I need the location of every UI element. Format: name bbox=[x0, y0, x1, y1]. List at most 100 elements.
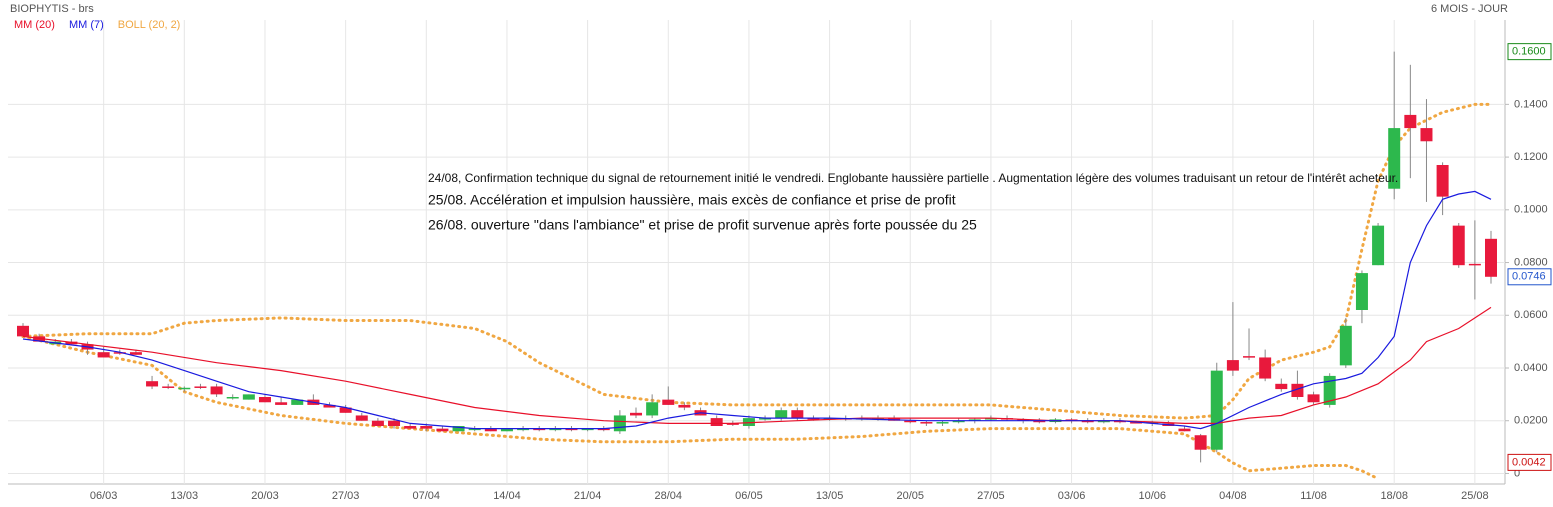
candle-body bbox=[1307, 394, 1320, 403]
candle-body bbox=[436, 428, 449, 432]
candle-body bbox=[1243, 356, 1256, 358]
candle-body bbox=[226, 397, 239, 399]
y-tick-label: 0.1000 bbox=[1514, 204, 1548, 216]
x-tick-label: 27/05 bbox=[977, 490, 1005, 502]
candle-body bbox=[517, 428, 530, 431]
candle-body bbox=[162, 386, 175, 388]
candle-body bbox=[194, 386, 207, 388]
candle-body bbox=[565, 428, 578, 431]
candle-body bbox=[420, 426, 433, 429]
candle-body bbox=[1210, 370, 1223, 450]
candle-body bbox=[1194, 435, 1207, 450]
candle-body bbox=[1097, 420, 1110, 423]
candle-body bbox=[468, 428, 481, 431]
candle-body bbox=[984, 418, 997, 420]
candle-body bbox=[1436, 165, 1449, 197]
bollinger-lower bbox=[21, 334, 1380, 481]
candle-body bbox=[17, 325, 29, 337]
annotation: 26/08. ouverture "dans l'ambiance" et pr… bbox=[428, 217, 977, 233]
x-tick-label: 07/04 bbox=[413, 490, 441, 502]
candle-body bbox=[1113, 420, 1126, 423]
candle-body bbox=[1178, 428, 1191, 432]
candle-body bbox=[97, 352, 110, 358]
moving-average bbox=[22, 306, 1492, 424]
candle-body bbox=[1372, 225, 1385, 266]
candle-body bbox=[533, 428, 546, 431]
x-tick-label: 27/03 bbox=[332, 490, 360, 502]
candle-body bbox=[646, 402, 659, 416]
candle-body bbox=[1355, 273, 1368, 310]
x-tick-label: 13/03 bbox=[171, 490, 199, 502]
candle-body bbox=[210, 386, 223, 395]
y-tick-label: 0.0600 bbox=[1514, 309, 1548, 321]
candle-body bbox=[323, 404, 336, 408]
candle-body bbox=[581, 428, 594, 431]
candle-body bbox=[113, 352, 126, 354]
candle-body bbox=[742, 418, 755, 426]
x-tick-label: 20/05 bbox=[896, 490, 924, 502]
candle-body bbox=[339, 407, 352, 413]
candle-body bbox=[1081, 420, 1094, 423]
annotation: 25/08. Accélération et impulsion haussiè… bbox=[428, 192, 956, 208]
x-tick-label: 10/06 bbox=[1138, 490, 1166, 502]
candle-body bbox=[678, 404, 691, 408]
x-tick-label: 21/04 bbox=[574, 490, 602, 502]
price-marker bbox=[1507, 43, 1552, 61]
candle-body bbox=[1485, 238, 1497, 277]
candle-body bbox=[146, 381, 159, 387]
candle-body bbox=[129, 352, 142, 355]
candle-body bbox=[178, 387, 191, 390]
candle-body bbox=[759, 418, 772, 420]
candle-body bbox=[1259, 357, 1272, 379]
candle-body bbox=[1323, 375, 1336, 405]
candle-body bbox=[662, 399, 675, 405]
candle-body bbox=[549, 428, 562, 431]
y-tick-label: 0.0200 bbox=[1514, 415, 1548, 427]
candle-body bbox=[1388, 128, 1401, 189]
price-marker-label: 0.0042 bbox=[1512, 456, 1546, 468]
x-tick-label: 18/08 bbox=[1380, 490, 1408, 502]
candle-body bbox=[775, 410, 788, 419]
candle-body bbox=[1404, 114, 1417, 129]
candle-body bbox=[388, 420, 401, 426]
legend-label: MM (20) bbox=[14, 19, 55, 31]
period: 6 MOIS - JOUR bbox=[1431, 3, 1508, 15]
candle-body bbox=[404, 426, 417, 429]
candle-body bbox=[452, 426, 465, 432]
price-marker-label: 0.1600 bbox=[1512, 46, 1546, 58]
price-marker-label: 0.0746 bbox=[1512, 271, 1546, 283]
legend-label: MM (7) bbox=[69, 19, 104, 31]
candle-body bbox=[484, 428, 497, 432]
candle-body bbox=[1468, 263, 1481, 266]
candle-body bbox=[1130, 422, 1143, 424]
candle-body bbox=[275, 402, 288, 405]
candle-body bbox=[258, 397, 271, 403]
candle-body bbox=[1339, 325, 1352, 366]
candle-body bbox=[791, 410, 804, 419]
y-tick-label: 0 bbox=[1514, 467, 1520, 479]
candle-body bbox=[65, 341, 78, 345]
candle-body bbox=[1420, 128, 1433, 142]
candle-body bbox=[807, 418, 820, 420]
candle-body bbox=[726, 423, 739, 425]
x-tick-label: 11/08 bbox=[1300, 490, 1327, 502]
moving-average bbox=[22, 190, 1492, 430]
candle-body bbox=[1226, 360, 1239, 371]
price-marker bbox=[1507, 453, 1552, 471]
candle-body bbox=[33, 336, 46, 342]
y-tick-label: 0.1200 bbox=[1514, 151, 1548, 163]
candle-body bbox=[1452, 225, 1465, 266]
candle-body bbox=[952, 420, 965, 423]
candle-body bbox=[1291, 383, 1304, 397]
x-tick-label: 25/08 bbox=[1461, 490, 1489, 502]
candle-body bbox=[613, 415, 626, 432]
x-tick-label: 06/05 bbox=[735, 490, 763, 502]
x-tick-label: 14/04 bbox=[493, 490, 521, 502]
x-tick-label: 28/04 bbox=[655, 490, 683, 502]
candle-body bbox=[371, 420, 384, 426]
chart-title: BIOPHYTIS - brs bbox=[10, 3, 94, 15]
y-tick-label: 0.0400 bbox=[1514, 362, 1548, 374]
candle-body bbox=[597, 428, 610, 431]
legend-label: BOLL (20, 2) bbox=[118, 19, 181, 31]
